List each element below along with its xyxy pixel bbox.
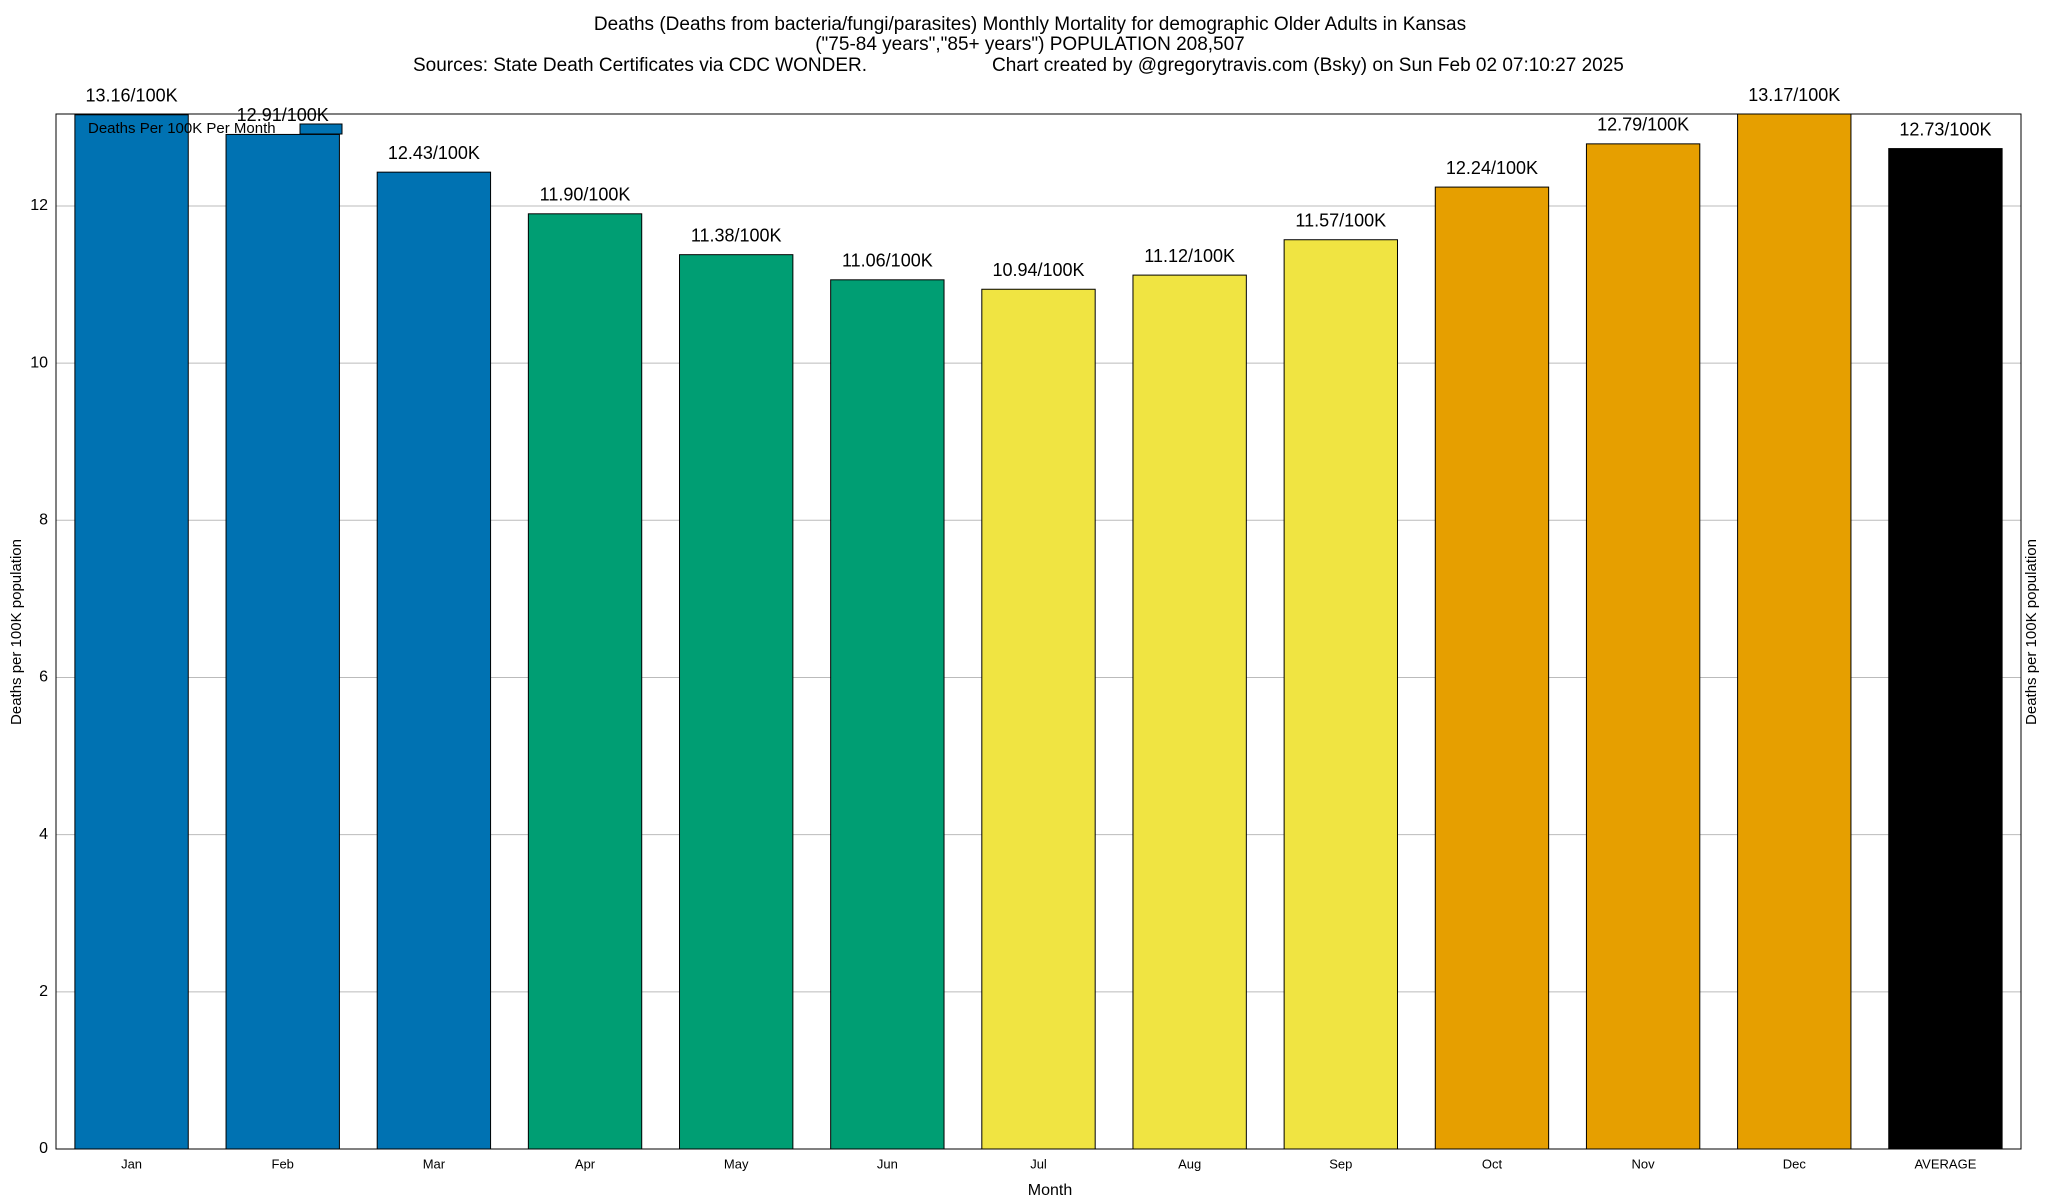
- bar: [1585, 143, 1701, 1150]
- x-tick-label: Aug: [1178, 1156, 1201, 1171]
- x-tick-label: Apr: [575, 1156, 596, 1171]
- data-label: 10.94/100K: [992, 260, 1084, 280]
- bar: [1132, 274, 1247, 1150]
- data-label: 11.38/100K: [691, 225, 782, 245]
- data-label: 12.73/100K: [1899, 119, 1991, 139]
- bar: [1283, 239, 1398, 1150]
- chart-title: Deaths (Deaths from bacteria/fungi/paras…: [594, 14, 1466, 35]
- credit: Chart created by @gregorytravis.com (Bsk…: [992, 55, 1624, 76]
- x-tick-label: Jul: [1030, 1156, 1047, 1171]
- x-tick-label: Jun: [877, 1156, 898, 1171]
- data-label: 11.06/100K: [842, 251, 933, 271]
- x-tick-label: Jan: [121, 1156, 142, 1171]
- y-tick-label: 4: [39, 826, 48, 843]
- x-tick-label: May: [724, 1156, 749, 1171]
- bar: [1434, 186, 1550, 1150]
- bar: [981, 288, 1096, 1150]
- bar: [376, 171, 492, 1150]
- data-label: 12.91/100K: [237, 105, 329, 125]
- chart-subtitle: ("75-84 years","85+ years") POPULATION 2…: [815, 34, 1245, 55]
- y-tick-label: 10: [30, 354, 48, 371]
- x-tick-label: Sep: [1329, 1156, 1352, 1171]
- bar: [225, 133, 340, 1150]
- y-tick-label: 12: [30, 197, 48, 214]
- x-tick-label: Dec: [1783, 1156, 1807, 1171]
- bar: [74, 114, 189, 1150]
- source: Sources: State Death Certificates via CD…: [413, 55, 867, 76]
- y2-axis-label: Deaths per 100K population: [2023, 539, 2040, 725]
- x-tick-label: Mar: [423, 1156, 446, 1171]
- data-label: 11.57/100K: [1295, 210, 1386, 230]
- y-tick-label: 0: [39, 1140, 48, 1157]
- y-tick-label: 8: [39, 512, 48, 529]
- bar: [679, 254, 794, 1150]
- bar: [527, 213, 643, 1150]
- x-tick-label: Feb: [272, 1156, 294, 1171]
- data-label: 12.79/100K: [1597, 115, 1689, 135]
- y-axis-label: Deaths per 100K population: [8, 539, 25, 725]
- data-label: 12.24/100K: [1446, 158, 1538, 178]
- data-label: 12.43/100K: [388, 143, 480, 163]
- x-axis-label: Month: [1028, 1182, 1072, 1199]
- x-tick-label: Nov: [1632, 1156, 1656, 1171]
- data-label: 11.90/100K: [540, 185, 631, 205]
- data-label: 13.17/100K: [1748, 85, 1840, 105]
- legend-label: Deaths Per 100K Per Month: [88, 120, 276, 137]
- y-tick-label: 6: [39, 669, 48, 686]
- x-tick-label: AVERAGE: [1914, 1156, 1976, 1171]
- x-tick-label: Oct: [1482, 1156, 1503, 1171]
- data-label: 11.12/100K: [1144, 246, 1235, 266]
- bar: [830, 279, 945, 1150]
- legend-swatch: [299, 123, 343, 135]
- bar: [1888, 148, 2003, 1150]
- plot-frame: [55, 113, 2022, 1150]
- y-tick-label: 2: [39, 983, 48, 1000]
- bar: [1737, 113, 1852, 1150]
- data-label: 13.16/100K: [86, 86, 178, 106]
